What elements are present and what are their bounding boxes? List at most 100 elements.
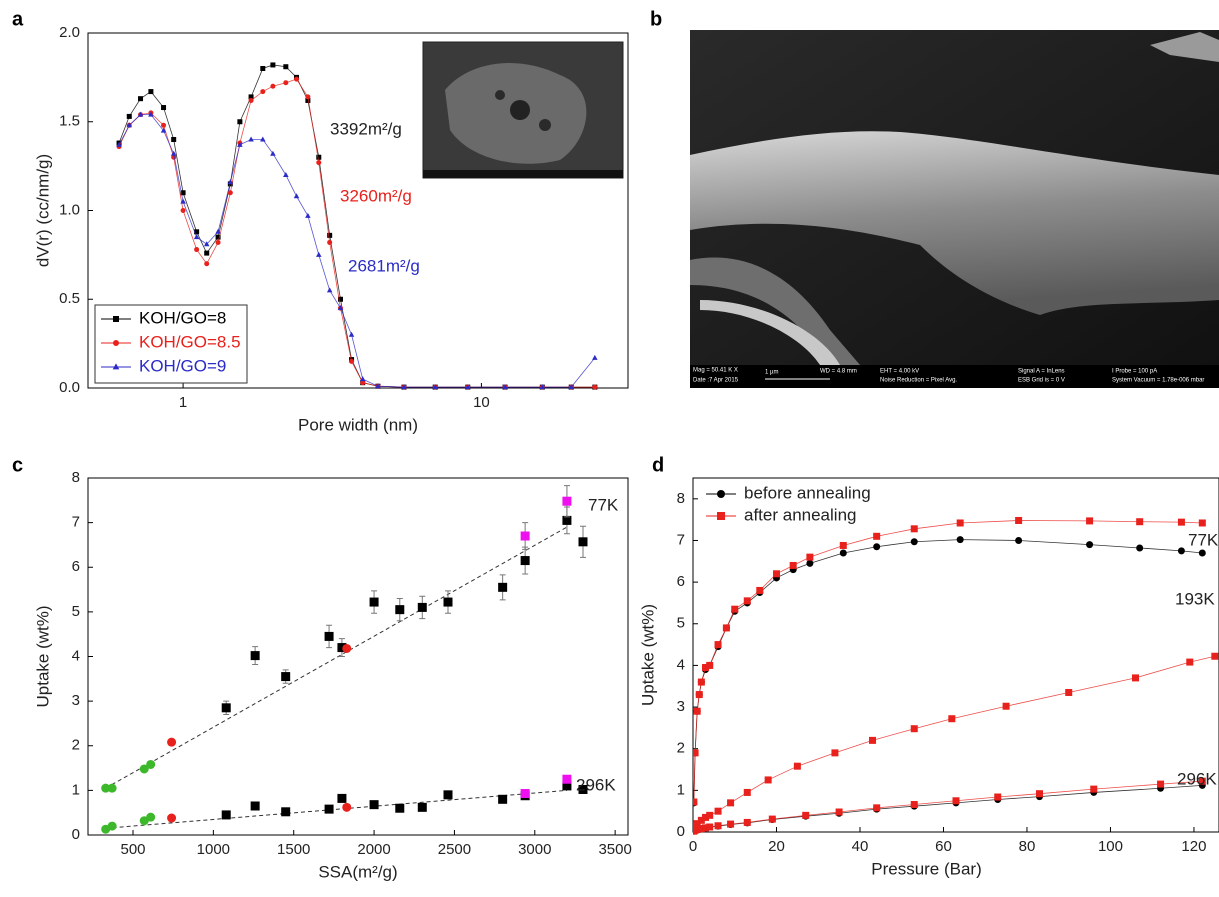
plot-area xyxy=(690,517,1218,835)
series-line xyxy=(694,781,1202,831)
marker xyxy=(342,803,351,812)
marker xyxy=(444,790,453,799)
marker xyxy=(108,822,117,831)
marker xyxy=(521,532,530,541)
x-axis-label: Pore width (nm) xyxy=(298,415,418,434)
annotation: 193K xyxy=(1175,589,1215,608)
x-tick-label: 1500 xyxy=(277,841,310,858)
marker xyxy=(228,190,233,195)
annotation: 77K xyxy=(588,495,619,514)
marker xyxy=(1086,517,1093,524)
marker xyxy=(248,137,254,142)
page: abcdMag = 50.41 K XDate :7 Apr 20151 µmW… xyxy=(0,0,1219,897)
marker xyxy=(260,137,266,142)
series-line xyxy=(694,540,1202,803)
marker xyxy=(498,795,507,804)
marker xyxy=(108,784,117,793)
marker xyxy=(1211,653,1218,660)
marker xyxy=(171,137,176,142)
x-tick-label: 40 xyxy=(852,838,869,855)
marker xyxy=(715,808,722,815)
panel-label: a xyxy=(12,8,24,30)
annotation: 77K xyxy=(1188,530,1219,549)
marker xyxy=(744,597,751,604)
marker xyxy=(316,252,322,257)
annotation: 3392m²/g xyxy=(330,119,402,138)
marker xyxy=(1132,674,1139,681)
sem-info: Signal A = InLens xyxy=(1018,369,1065,375)
marker xyxy=(911,725,918,732)
marker xyxy=(260,66,265,71)
figure: abcdMag = 50.41 K XDate :7 Apr 20151 µmW… xyxy=(0,0,1219,897)
x-tick-label: 2500 xyxy=(438,841,471,858)
y-axis-label: dV(r) (cc/nm/g) xyxy=(33,154,52,267)
marker xyxy=(418,803,427,812)
sem-info: ESB Grid is = 0 V xyxy=(1018,378,1065,384)
marker xyxy=(911,538,918,545)
x-tick-label: 1 xyxy=(179,394,187,411)
marker xyxy=(1090,786,1097,793)
fit-line xyxy=(106,790,567,828)
legend-label: KOH/GO=8 xyxy=(139,308,226,327)
marker xyxy=(727,799,734,806)
x-tick-label: 20 xyxy=(768,838,785,855)
marker xyxy=(836,809,843,816)
marker xyxy=(869,737,876,744)
x-tick-label: 120 xyxy=(1181,838,1206,855)
marker xyxy=(1186,659,1193,666)
legend-label: before annealing xyxy=(744,483,871,502)
marker xyxy=(222,703,231,712)
sem-info: 1 µm xyxy=(765,370,778,376)
marker xyxy=(216,240,221,245)
y-tick-label: 6 xyxy=(677,573,685,590)
marker xyxy=(498,583,507,592)
marker xyxy=(194,247,199,252)
marker xyxy=(167,814,176,823)
marker xyxy=(773,570,780,577)
marker xyxy=(706,812,713,819)
marker xyxy=(161,123,166,128)
marker xyxy=(953,797,960,804)
marker xyxy=(769,816,776,823)
x-tick-label: 60 xyxy=(935,838,952,855)
x-axis-label: Pressure (Bar) xyxy=(871,859,982,878)
marker xyxy=(715,822,722,829)
marker xyxy=(281,807,290,816)
sem-info: System Vacuum = 1.78e-006 mbar xyxy=(1112,378,1204,384)
marker xyxy=(327,240,332,245)
marker xyxy=(148,89,153,94)
y-tick-label: 1 xyxy=(677,781,685,798)
sem-info: I Probe = 100 pA xyxy=(1112,369,1157,375)
marker xyxy=(1199,519,1206,526)
marker xyxy=(1015,517,1022,524)
marker xyxy=(237,119,242,124)
x-axis-label: SSA(m²/g) xyxy=(318,862,397,881)
x-tick-label: 3500 xyxy=(598,841,631,858)
y-tick-label: 1.0 xyxy=(59,201,80,218)
y-tick-label: 8 xyxy=(72,469,80,486)
marker xyxy=(873,543,880,550)
marker xyxy=(562,497,571,506)
marker xyxy=(325,632,334,641)
legend-label: KOH/GO=9 xyxy=(139,356,226,375)
marker xyxy=(592,355,598,360)
marker xyxy=(756,587,763,594)
y-tick-label: 3 xyxy=(72,692,80,709)
y-tick-label: 1 xyxy=(72,781,80,798)
y-tick-label: 4 xyxy=(677,656,685,673)
sem-info: WD = 4.8 mm xyxy=(820,369,857,375)
marker xyxy=(283,172,289,177)
marker xyxy=(1157,781,1164,788)
y-tick-label: 8 xyxy=(677,490,685,507)
marker xyxy=(873,533,880,540)
annotation: 296K xyxy=(576,775,616,794)
annotation: 296K xyxy=(1177,769,1217,788)
chart: 012345678500100015002000250030003500SSA(… xyxy=(33,469,631,882)
y-tick-label: 6 xyxy=(72,558,80,575)
marker xyxy=(370,598,379,607)
marker xyxy=(251,651,260,660)
marker xyxy=(957,519,964,526)
marker xyxy=(744,819,751,826)
marker xyxy=(806,554,813,561)
x-tick-label: 500 xyxy=(120,841,145,858)
